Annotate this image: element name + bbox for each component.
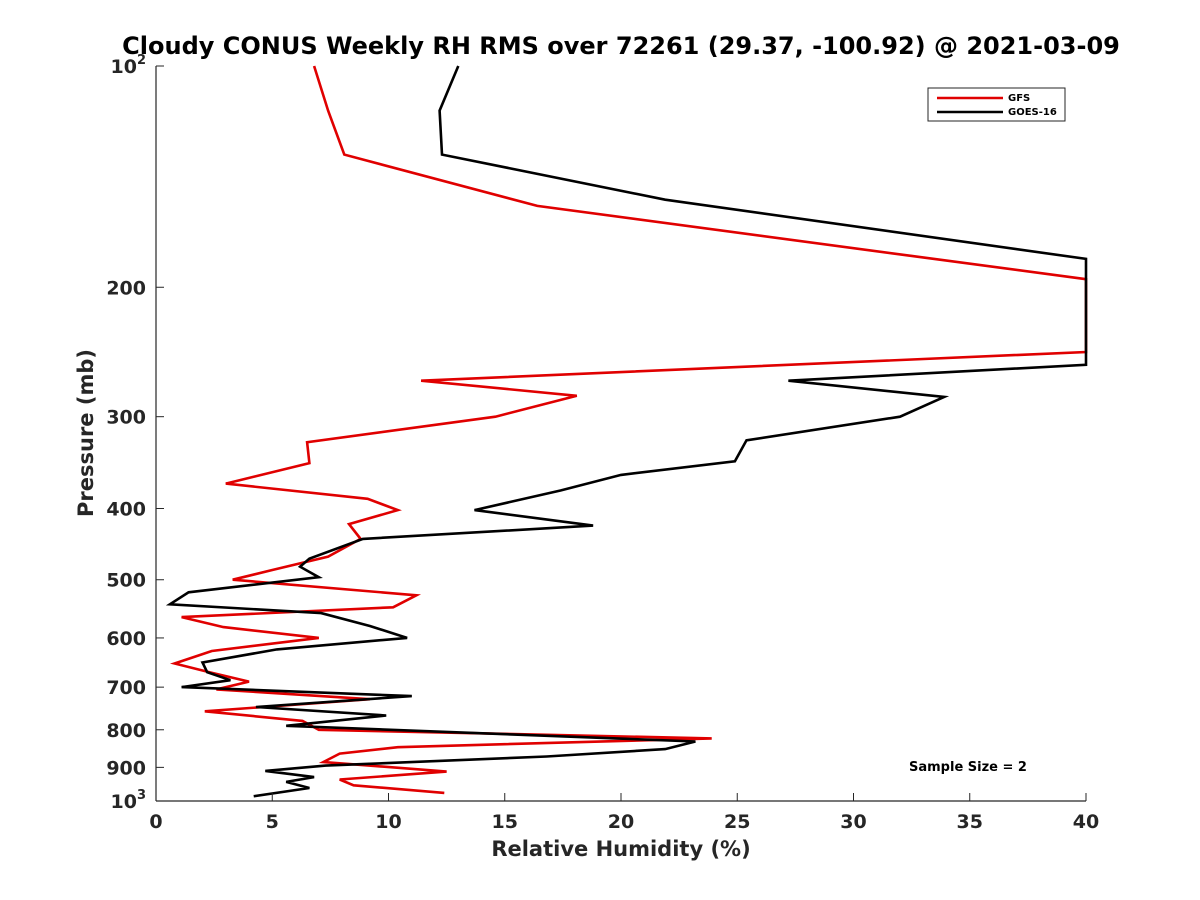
y-tick-label: 500 <box>106 570 146 592</box>
x-axis-label: Relative Humidity (%) <box>491 837 750 861</box>
y-tick-label: 300 <box>106 407 146 429</box>
x-tick-label: 20 <box>608 811 634 833</box>
x-tick-label: 35 <box>957 811 983 833</box>
y-tick-label: 700 <box>106 677 146 699</box>
y-tick-label: 102 <box>111 53 147 78</box>
y-tick-label: 400 <box>106 499 146 521</box>
x-tick-label: 25 <box>724 811 750 833</box>
x-tick-label: 15 <box>492 811 518 833</box>
chart-title: Cloudy CONUS Weekly RH RMS over 72261 (2… <box>122 32 1120 60</box>
legend: GFS GOES-16 <box>927 87 1066 122</box>
y-tick-label: 900 <box>106 757 146 779</box>
series-layer <box>165 65 1088 798</box>
x-tick-label: 40 <box>1073 811 1099 833</box>
y-tick-label: 200 <box>106 277 146 299</box>
series-line-goes-16 <box>165 65 1088 798</box>
x-tick-label: 30 <box>840 811 866 833</box>
legend-label-gfs: GFS <box>1008 93 1030 104</box>
legend-label-goes-16: GOES-16 <box>1008 107 1057 118</box>
x-tick-label: 10 <box>375 811 401 833</box>
y-tick-label: 600 <box>106 628 146 650</box>
plot-background <box>156 66 1086 801</box>
series-line-gfs <box>169 65 1088 795</box>
x-ticks: 0 5 10 15 20 25 30 35 40 <box>149 793 1099 833</box>
y-ticks: 102 200 300 400 500 600 700 800 900 103 <box>106 53 164 813</box>
sample-size-annotation: Sample Size = 2 <box>909 760 1027 775</box>
y-tick-label: 103 <box>111 788 147 813</box>
y-axis-label: Pressure (mb) <box>74 349 98 517</box>
y-tick-label: 800 <box>106 720 146 742</box>
legend-box <box>927 87 1066 122</box>
plot-area: 0 5 10 15 20 25 30 35 40 102 200 300 400 500 600 700 80… <box>106 53 1099 833</box>
x-tick-label: 0 <box>149 811 162 833</box>
x-tick-label: 5 <box>266 811 279 833</box>
